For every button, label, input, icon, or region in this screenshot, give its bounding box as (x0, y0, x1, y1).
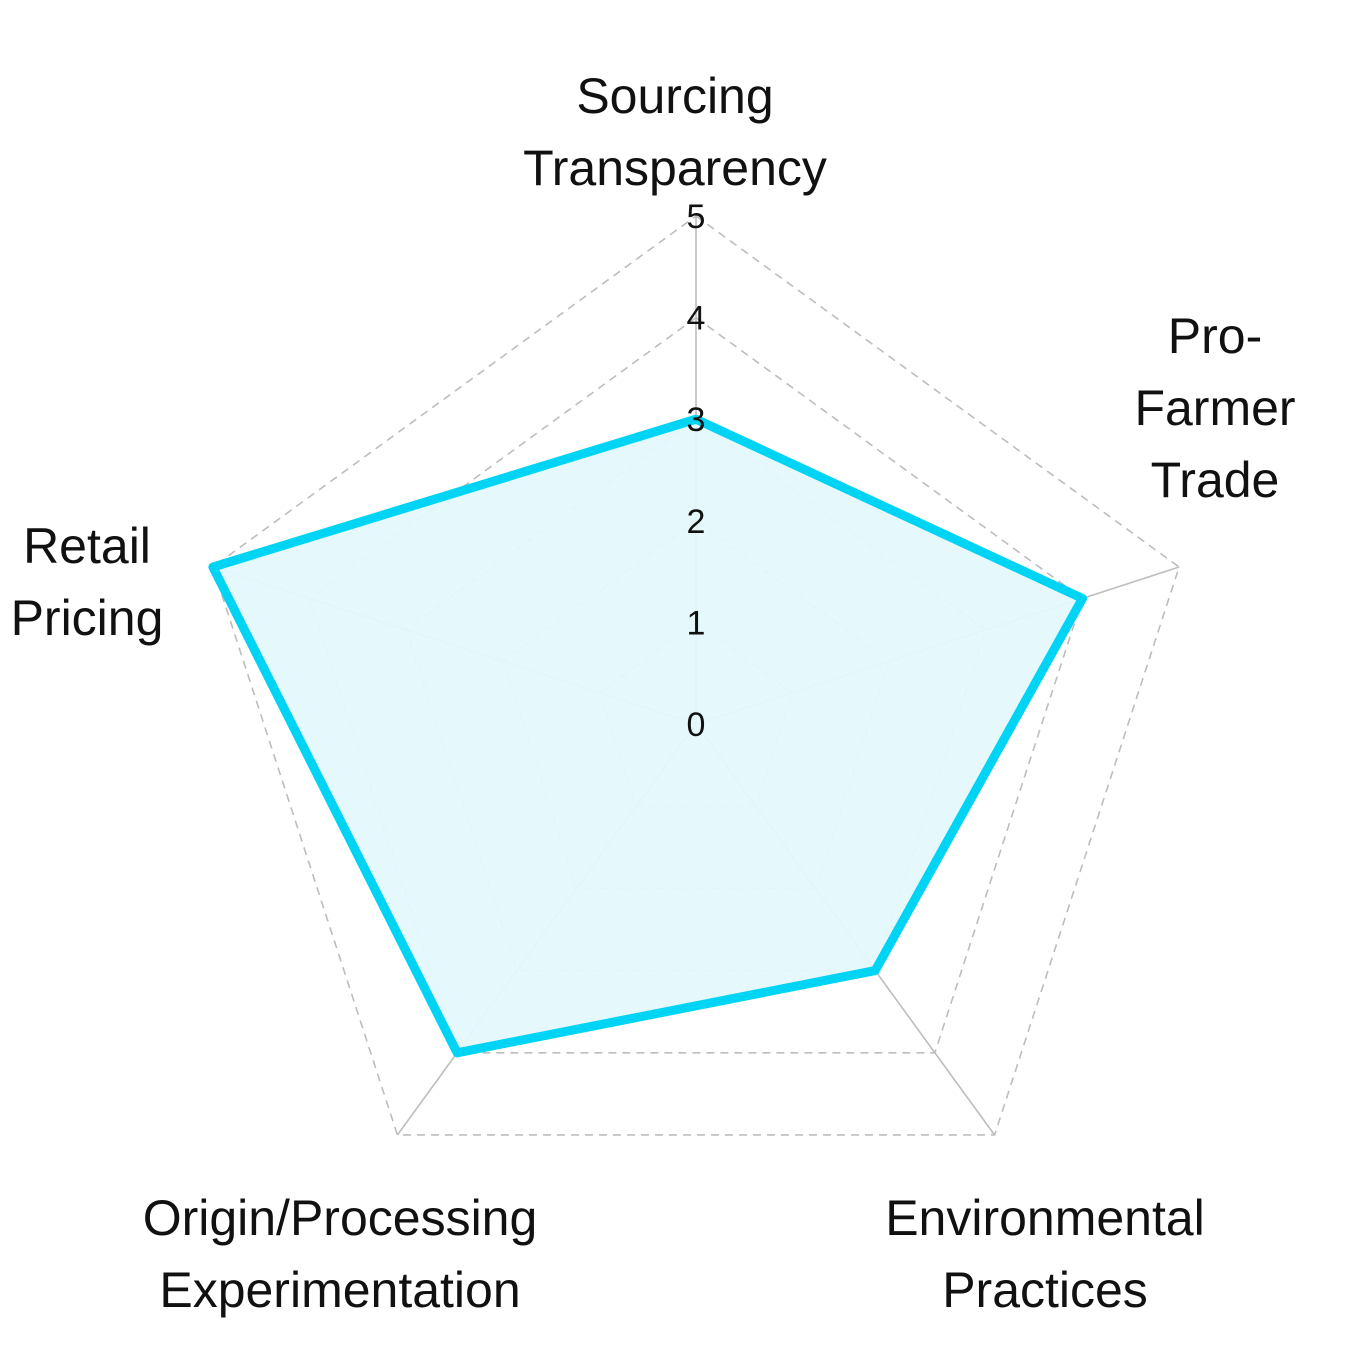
category-label: Retail Pricing (11, 518, 164, 646)
category-label: Origin/Processing Experimentation (143, 1190, 538, 1318)
radial-tick-5: 5 (687, 198, 706, 236)
radial-tick-1: 1 (687, 604, 706, 642)
category-label: Environmental Practices (885, 1190, 1205, 1318)
series-area (212, 419, 1083, 1053)
radial-tick-labels: 0 1 2 3 4 5 (687, 198, 706, 744)
series-outline (208, 414, 1088, 1058)
radial-tick-2: 2 (687, 503, 706, 541)
category-label: Pro-Farmer Trade (1134, 308, 1295, 508)
radial-tick-3: 3 (687, 401, 706, 439)
radial-tick-0: 0 (687, 706, 706, 744)
category-labels: Sourcing Transparency Pro-Farmer Trade Envir… (11, 68, 1296, 1318)
grid-ring-5 (211, 215, 1181, 1136)
radial-tick-4: 4 (687, 300, 706, 338)
data-series (208, 414, 1088, 1058)
category-label: Sourcing Transparency (523, 68, 827, 196)
